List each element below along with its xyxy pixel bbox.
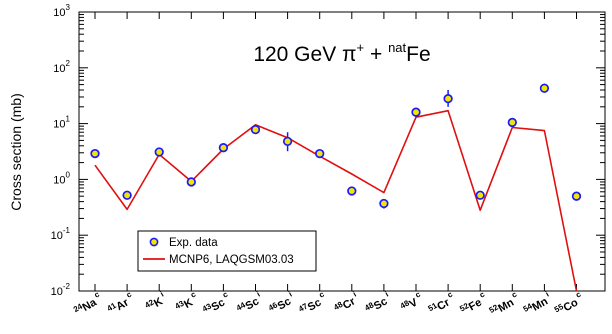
exp-data-point <box>90 148 100 159</box>
exp-data-point <box>539 83 550 93</box>
svg-text:55Co c: 55Co c <box>552 289 587 318</box>
svg-text:48Sc i: 48Sc i <box>362 290 393 317</box>
y-tick-label: 10-1 <box>51 226 71 242</box>
x-tick-label: 46Sc i <box>266 290 297 317</box>
plot-frame <box>78 11 606 292</box>
exp-data-point <box>475 190 485 200</box>
svg-text:24Na c: 24Na c <box>71 289 105 318</box>
y-tick-label: 103 <box>53 3 70 19</box>
x-tick-label: 48Sc i <box>362 290 393 317</box>
chart-title: 120 GeV π+ + natFe <box>253 40 430 66</box>
x-tick-label: 43K c <box>172 289 201 315</box>
svg-text:43K c: 43K c <box>172 289 201 315</box>
svg-text:54Mn i: 54Mn i <box>521 290 554 318</box>
legend-exp-label: Exp. data <box>169 237 218 249</box>
title-target-sup: nat <box>388 40 406 55</box>
exp-data-point <box>315 148 325 159</box>
y-tick-label: 10-2 <box>51 282 71 298</box>
svg-text:52Mn c: 52Mn c <box>487 289 523 319</box>
experimental-series <box>90 83 582 209</box>
x-tick-label: 55Co c <box>552 289 587 318</box>
title-pi-charge: + <box>357 40 365 55</box>
exp-data-point <box>186 177 196 187</box>
exp-data-point <box>379 198 389 209</box>
simulation-series <box>94 109 578 292</box>
exp-data-point <box>154 147 164 157</box>
legend-sim-label: MCNP6, LAQGSM03.03 <box>169 254 294 266</box>
exp-data-point <box>250 124 261 135</box>
svg-text:47Sc c: 47Sc c <box>296 289 330 318</box>
title-plus: + <box>364 43 388 66</box>
exp-data-point <box>571 191 582 201</box>
svg-text:42K i: 42K i <box>142 290 168 315</box>
svg-text:52Fe c: 52Fe c <box>457 289 490 317</box>
y-tick-label: 101 <box>53 115 70 131</box>
svg-text:48Cr i: 48Cr i <box>331 290 361 317</box>
exp-data-point <box>411 107 421 117</box>
x-tick-label: 52Fe c <box>457 289 490 317</box>
title-target: Fe <box>406 43 431 66</box>
svg-text:44Sc i: 44Sc i <box>234 290 265 317</box>
x-tick-label: 52Mn c <box>487 289 523 319</box>
svg-text:43Sc c: 43Sc c <box>200 289 234 318</box>
y-axis: 10-2 10-1 100 101 102 103 <box>51 3 605 298</box>
title-pi: π <box>342 43 357 66</box>
x-tick-label: 48V c <box>398 289 426 315</box>
exp-data-point <box>443 93 453 104</box>
x-tick-label: 54Mn i <box>521 290 554 318</box>
exp-data-point <box>282 136 293 147</box>
y-axis-label: Cross section (mb) <box>8 93 24 210</box>
x-tick-label: 24Na c <box>71 289 105 318</box>
x-tick-label: 41Ar c <box>105 289 138 317</box>
svg-text:46Sc i: 46Sc i <box>266 290 297 317</box>
x-tick-label: 47Sc c <box>296 289 330 318</box>
legend-box <box>137 230 317 272</box>
svg-text:51Cr c: 51Cr c <box>426 289 459 317</box>
sim-line <box>94 109 578 292</box>
exp-data-point <box>507 117 517 128</box>
x-tick-label: 51Cr c <box>426 289 459 317</box>
x-tick-label: 44Sc i <box>234 290 265 317</box>
x-tick-label: 43Sc c <box>200 289 234 318</box>
exp-data-point <box>122 190 132 200</box>
svg-text:41Ar c: 41Ar c <box>105 289 138 317</box>
x-tick-label: 42K i <box>142 290 168 315</box>
legend-exp-marker <box>149 237 159 247</box>
y-tick-label: 100 <box>53 170 70 186</box>
svg-text:48V c: 48V c <box>398 289 426 315</box>
exp-data-point <box>218 143 229 153</box>
title-prefix: 120 GeV <box>253 43 342 66</box>
y-tick-label: 102 <box>53 59 70 75</box>
x-tick-label: 48Cr i <box>331 290 361 317</box>
legend: Exp. data MCNP6, LAQGSM03.03 <box>137 230 317 272</box>
exp-data-point <box>347 186 357 196</box>
